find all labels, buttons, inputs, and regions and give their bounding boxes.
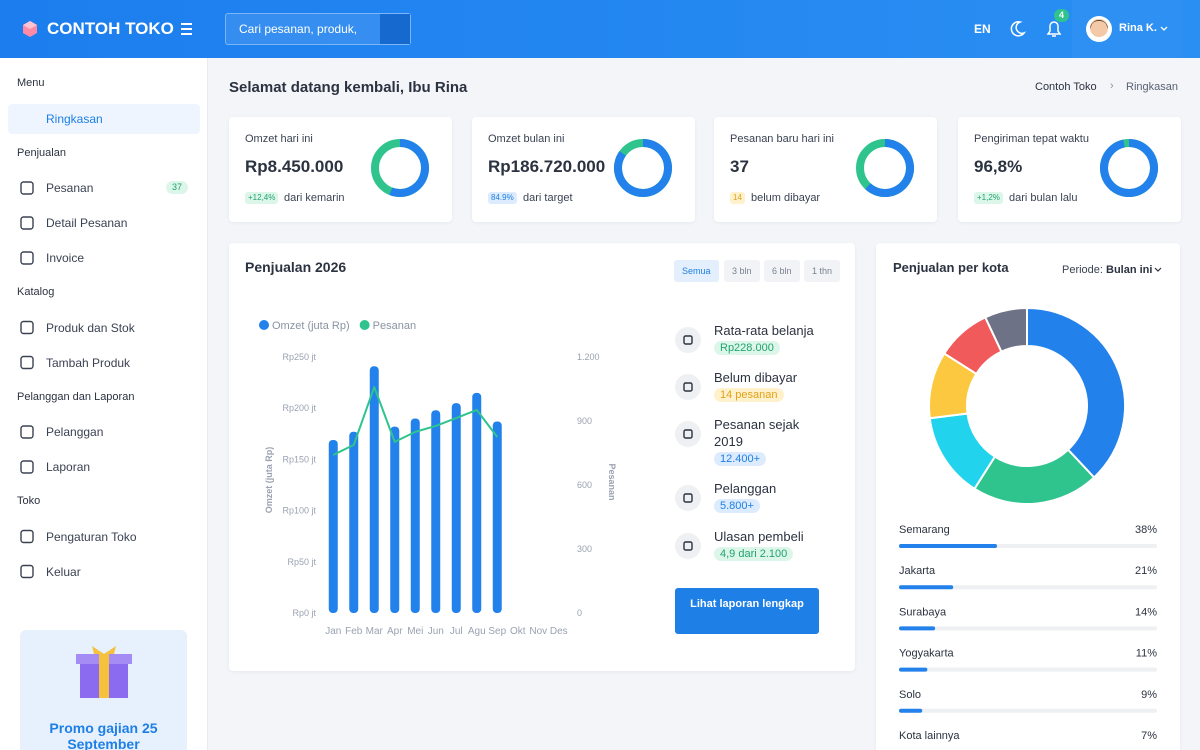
sidebar-item[interactable]: Pesanan: [46, 181, 94, 195]
stat-label: Ulasan pembeli: [714, 529, 804, 544]
report-button-label[interactable]: Lihat laporan lengkap: [690, 598, 804, 610]
chart-filter[interactable]: Semua: [674, 260, 719, 282]
chart-filter[interactable]: 6 bln: [764, 260, 800, 282]
kpi-badge: +1,2%: [974, 192, 1003, 204]
kpi-note: dari kemarin: [284, 192, 345, 204]
stat-label: Belum dibayar: [714, 370, 798, 385]
chart-title: Penjualan per kota: [893, 260, 1009, 275]
period-value[interactable]: Bulan ini: [1106, 264, 1153, 276]
stat-badge: 14 pesanan: [714, 388, 784, 402]
search-placeholder: Cari pesanan, produk,: [239, 22, 358, 36]
period-label: Periode:: [1062, 264, 1103, 276]
stat-label: Pelanggan: [714, 481, 777, 496]
promo-text: Promo gajian 25 September: [49, 720, 158, 750]
language[interactable]: EN: [974, 22, 991, 36]
stat-badge: Rp228.000: [714, 341, 780, 355]
chart-title: Penjualan 2026: [245, 259, 347, 275]
brand: CONTOH TOKO: [47, 19, 174, 38]
user-name[interactable]: Rina K.: [1119, 22, 1157, 34]
sidebar-section-title: Toko: [17, 495, 41, 507]
kpi-label: Pesanan baru hari ini: [730, 133, 834, 145]
kpi-note: belum dibayar: [751, 192, 821, 204]
sidebar-item[interactable]: Produk dan Stok: [46, 320, 135, 335]
kpi-label: Omzet hari ini: [245, 133, 313, 145]
breadcrumb-separator: ›: [1110, 80, 1114, 92]
breadcrumb: Ringkasan: [1126, 81, 1178, 93]
sidebar-section-title: Penjualan: [17, 146, 66, 159]
kpi-note: dari target: [523, 192, 573, 204]
report-button[interactable]: [675, 588, 819, 634]
sidebar-item[interactable]: Pelanggan: [46, 425, 104, 439]
stat-badge: 5.800+: [714, 499, 760, 513]
page-greeting: Selamat datang kembali, Ibu Rina: [229, 79, 468, 96]
stat-badge: 4,9 dari 2.100: [714, 547, 794, 561]
kpi-badge: 14: [730, 192, 745, 204]
chart-filter[interactable]: 3 bln: [724, 260, 760, 282]
sidebar-section-title: Pelanggan dan Laporan: [17, 390, 135, 403]
kpi-value: Rp8.450.000: [245, 157, 344, 176]
sidebar-section-title: Katalog: [17, 286, 55, 298]
sidebar-item[interactable]: Laporan: [46, 460, 91, 474]
stat-label: Pesanan sejak 2019: [714, 417, 800, 449]
sidebar-section-title: Menu: [17, 77, 45, 89]
kpi-value: 37: [730, 157, 749, 176]
kpi-value: 96,8%: [974, 157, 1023, 176]
kpi-value: Rp186.720.000: [488, 157, 606, 176]
kpi-badge: +12,4%: [245, 192, 279, 204]
sidebar-active-bg: [8, 103, 200, 134]
search-button[interactable]: [380, 14, 410, 44]
sidebar-item[interactable]: Invoice: [46, 251, 85, 265]
breadcrumb[interactable]: Contoh Toko: [1035, 81, 1097, 93]
chart-filter[interactable]: 1 thn: [804, 260, 841, 282]
header: [0, 0, 1200, 58]
city-card: [876, 243, 1180, 750]
sidebar-item[interactable]: Pengaturan Toko: [46, 529, 137, 544]
sidebar-item[interactable]: Tambah Produk: [46, 355, 131, 370]
kpi-label: Pengiriman tepat waktu: [974, 133, 1089, 145]
kpi-note: dari bulan lalu: [1009, 192, 1078, 204]
sidebar-badge: 37: [166, 181, 188, 194]
notification-badge: 4: [1054, 9, 1069, 22]
stat-label: Rata-rata belanja: [714, 323, 814, 338]
sidebar-item[interactable]: Ringkasan: [46, 111, 103, 126]
sidebar-item[interactable]: Keluar: [46, 564, 81, 579]
kpi-label: Omzet bulan ini: [488, 133, 565, 145]
kpi-badge: 84.9%: [488, 192, 517, 204]
stat-badge: 12.400+: [714, 452, 767, 466]
sidebar-item[interactable]: Detail Pesanan: [46, 216, 128, 230]
